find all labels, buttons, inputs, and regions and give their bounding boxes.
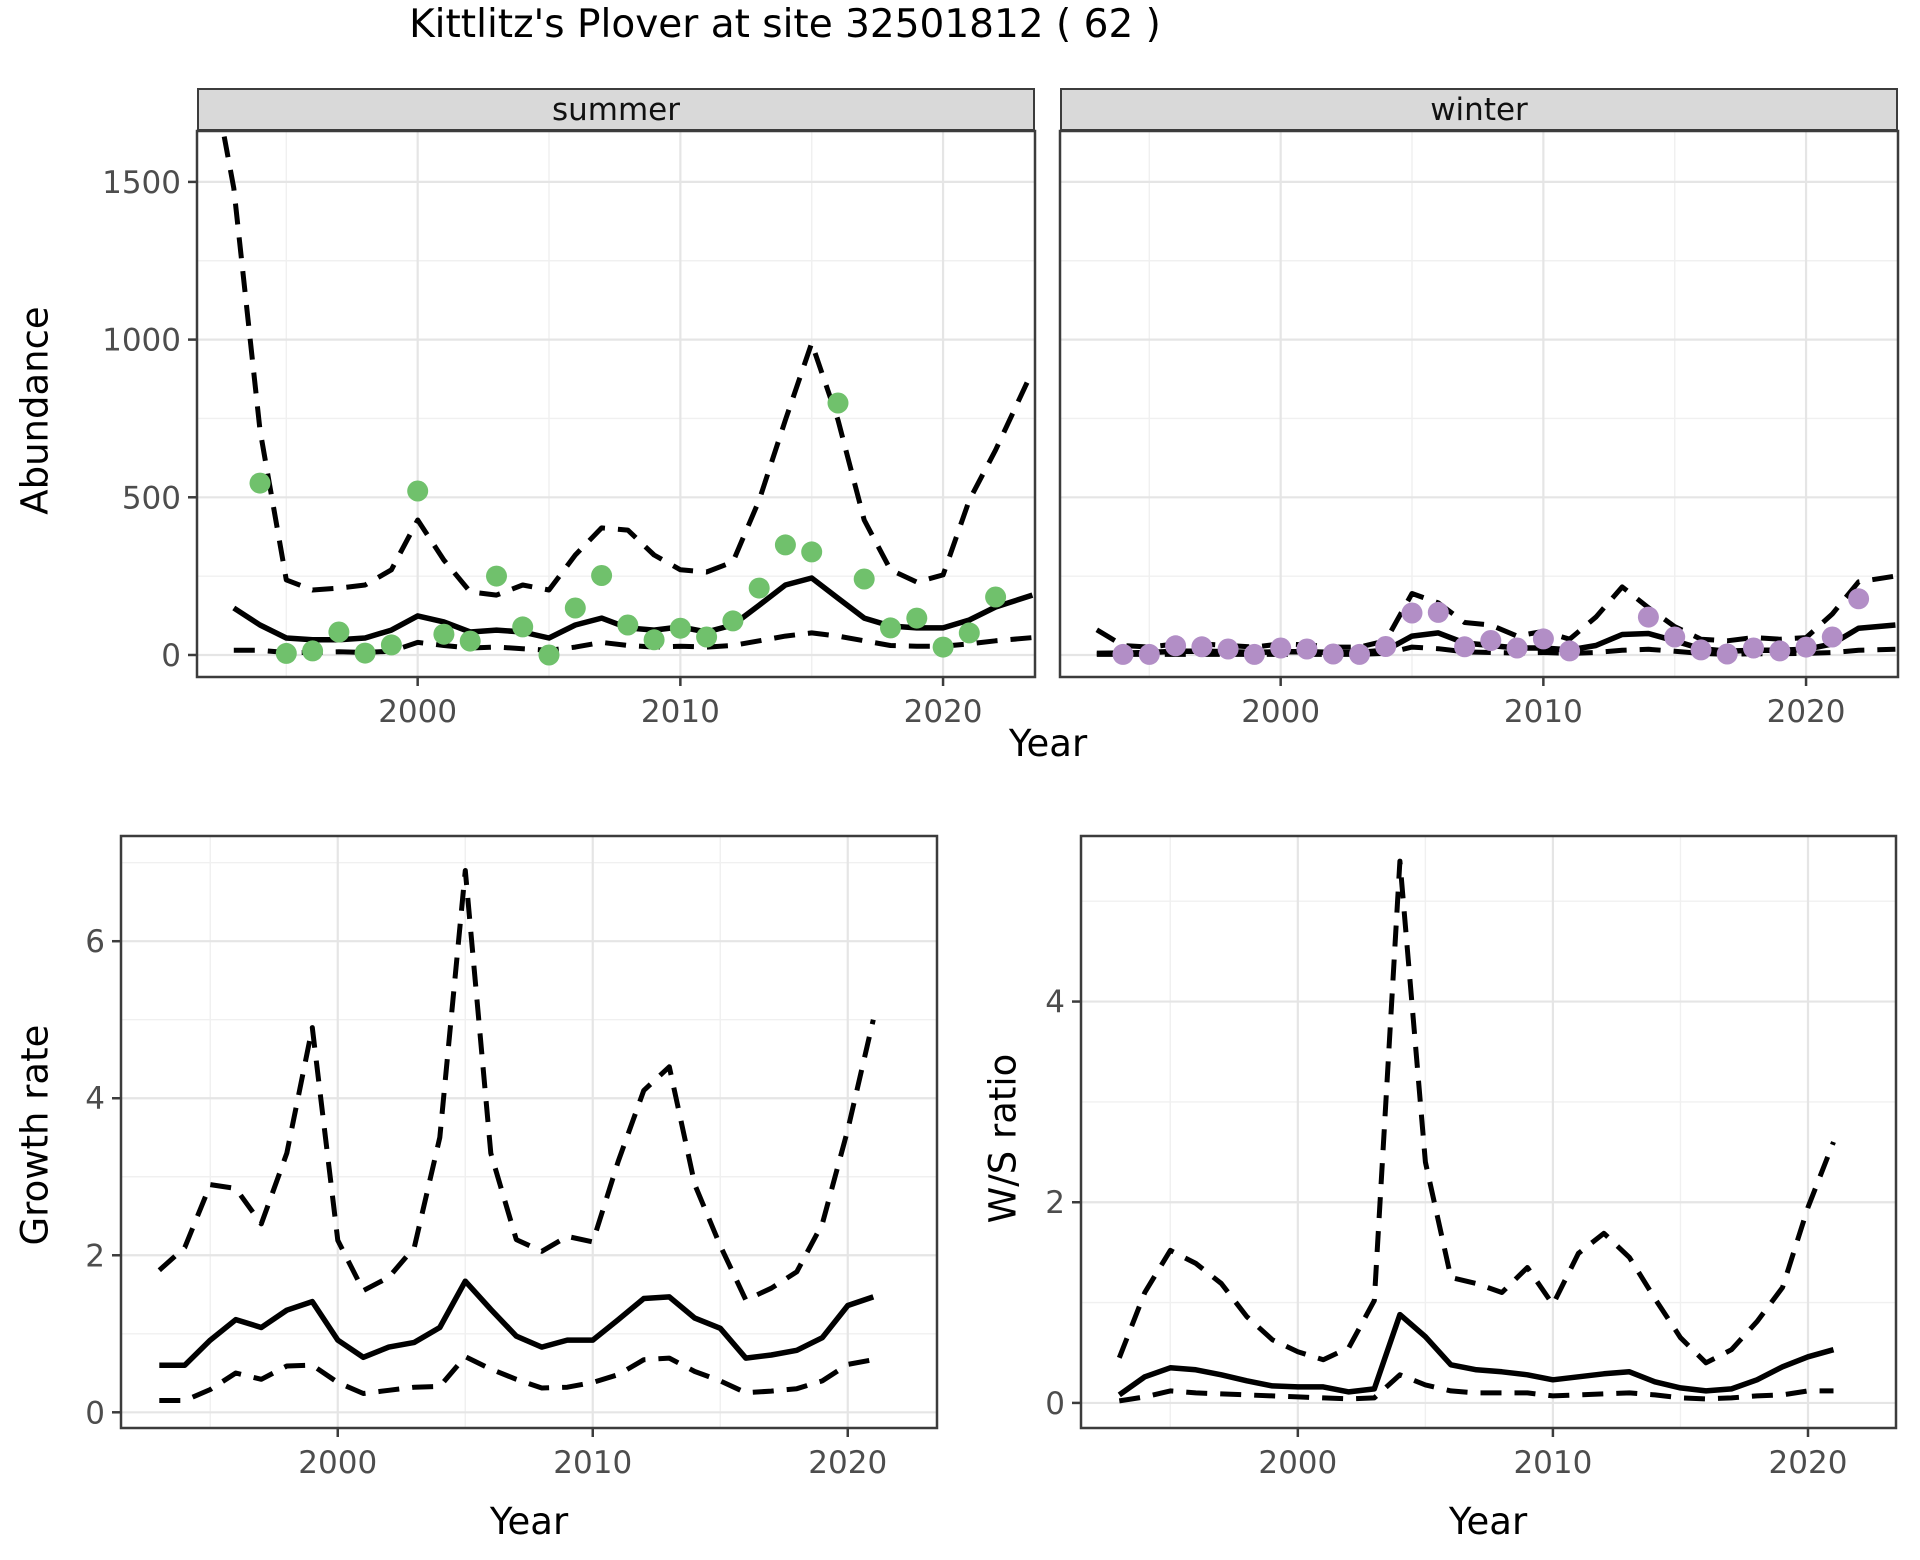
x-axis-title-growth: Year — [489, 1500, 569, 1543]
panel-border — [195, 129, 1037, 679]
panel-border — [1079, 834, 1898, 1430]
svg-text:0: 0 — [161, 638, 181, 674]
svg-text:6: 6 — [85, 924, 105, 960]
svg-text:2020: 2020 — [808, 1445, 887, 1481]
axis-ticks: 2000 2010 2020 — [1241, 677, 1846, 730]
panel-ws-ratio: 2000 2010 2020 0 2 4 — [1045, 834, 1898, 1481]
svg-text:2000: 2000 — [1258, 1445, 1337, 1481]
axis-ticks: 2000 2010 2020 0 500 1000 1500 — [102, 165, 982, 730]
svg-text:1000: 1000 — [102, 323, 181, 359]
axis-ticks: 2000 2010 2020 0 2 4 6 — [85, 924, 887, 1481]
panel-growth-rate: 2000 2010 2020 0 2 4 6 — [85, 834, 939, 1481]
series-lines — [220, 131, 1035, 655]
x-axis-title-top: Year — [1008, 722, 1088, 765]
panel-abundance-winter: 2000 2010 2020 — [1058, 129, 1900, 730]
x-axis-title-ws: Year — [1448, 1500, 1528, 1543]
series-lines — [157, 868, 876, 1403]
svg-text:2010: 2010 — [1504, 694, 1583, 730]
growth-rate-lower_ci-line — [159, 1354, 874, 1403]
abundance-summer-points — [249, 392, 1007, 666]
svg-text:500: 500 — [122, 480, 181, 516]
gridlines — [197, 131, 1035, 677]
svg-text:0: 0 — [1045, 1386, 1065, 1422]
svg-text:2000: 2000 — [378, 694, 457, 730]
svg-text:2010: 2010 — [553, 1445, 632, 1481]
svg-text:2000: 2000 — [298, 1445, 377, 1481]
abundance-winter-points — [1112, 588, 1870, 665]
abundance-summer-upper_ci-line — [220, 131, 1035, 598]
svg-text:2020: 2020 — [1769, 1445, 1848, 1481]
svg-text:2020: 2020 — [1767, 694, 1846, 730]
panel-border — [119, 834, 939, 1430]
facet-label-summer: summer — [551, 91, 680, 128]
gridlines — [121, 836, 937, 1428]
abundance-summer-lower_ci-line — [233, 630, 1033, 655]
svg-text:2000: 2000 — [1241, 694, 1320, 730]
gridlines — [1060, 131, 1898, 677]
growth-rate-median-line — [159, 1278, 875, 1368]
svg-text:2020: 2020 — [904, 694, 983, 730]
svg-text:2: 2 — [1045, 1185, 1065, 1221]
growth-rate-upper_ci-line — [157, 868, 876, 1303]
series-lines — [1116, 858, 1836, 1404]
facet-strip-summer: summer — [197, 88, 1035, 131]
svg-text:4: 4 — [1045, 985, 1065, 1021]
gridlines — [1081, 836, 1896, 1428]
ws-ratio-lower_ci-line — [1118, 1372, 1834, 1404]
axis-ticks: 2000 2010 2020 0 2 4 — [1045, 985, 1847, 1481]
svg-text:0: 0 — [85, 1395, 105, 1431]
chart-title: Kittlitz's Plover at site 32501812 ( 62 … — [409, 2, 1161, 47]
svg-text:2010: 2010 — [1513, 1445, 1592, 1481]
facet-label-winter: winter — [1430, 91, 1528, 128]
ws-ratio-median-line — [1117, 1311, 1835, 1398]
svg-text:4: 4 — [85, 1081, 105, 1117]
facet-strip-winter: winter — [1060, 88, 1898, 131]
svg-text:1500: 1500 — [102, 165, 181, 201]
ws-ratio-upper_ci-line — [1116, 858, 1836, 1366]
svg-text:2: 2 — [85, 1238, 105, 1274]
panel-abundance-summer: 2000 2010 2020 0 500 1000 1500 — [102, 129, 1037, 730]
svg-text:2010: 2010 — [641, 694, 720, 730]
panel-border — [1058, 129, 1900, 679]
